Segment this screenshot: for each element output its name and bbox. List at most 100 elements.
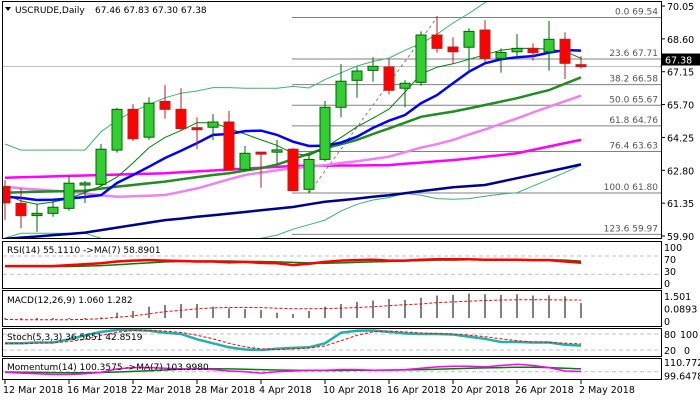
macd-y-label: 0 — [664, 317, 670, 328]
macd-histogram-bar — [404, 299, 406, 318]
macd-plot — [4, 293, 582, 321]
bearish-candle — [223, 121, 235, 171]
bullish-candle — [207, 121, 219, 128]
rsi-plot — [3, 255, 661, 275]
rsi-y-label: 70 — [664, 255, 676, 266]
bearish-candle — [447, 46, 459, 53]
macd-histogram-bar — [196, 304, 198, 318]
macd-histogram-bar — [532, 295, 534, 318]
macd-histogram-bar — [468, 293, 470, 318]
macd-histogram-bar — [500, 294, 502, 318]
macd-title: MACD(12,26,9) 1.060 1.282 — [7, 296, 133, 306]
fib-level-label: 50.0 65.67 — [609, 95, 658, 105]
bearish-candle — [559, 38, 571, 64]
stoch-title: Stoch(5,3,3) 36.5651 42.8519 — [7, 333, 143, 343]
bullish-candle — [47, 206, 59, 214]
price-plot: 0.0 69.54 23.6 67.71 38.2 66.58 50.0 65.67 6… — [3, 2, 661, 238]
bearish-candle — [191, 127, 203, 131]
bullish-candle — [463, 30, 475, 48]
rsi-y-label: 30 — [664, 267, 676, 278]
ohlc-readout: 67.46 67.83 67.30 67.38 — [95, 6, 207, 16]
bullish-candle — [239, 152, 251, 170]
current-price-label: 67.38 — [665, 56, 692, 67]
macd-histogram-bar — [276, 312, 278, 318]
macd-histogram-bar — [148, 306, 150, 318]
fib-level-label: 76.4 63.63 — [609, 141, 658, 151]
bullish-candle — [79, 182, 91, 186]
macd-histogram-bar — [308, 311, 310, 318]
macd-histogram-bar — [212, 306, 214, 318]
momentum-y-label: 110.7721 — [664, 358, 700, 369]
macd-histogram-bar — [100, 317, 102, 319]
bearish-candle — [575, 64, 587, 68]
bullish-candle — [111, 108, 123, 151]
y-tick-label: 67.15 — [667, 68, 694, 79]
bullish-candle — [367, 65, 379, 71]
macd-histogram-bar — [356, 301, 358, 318]
macd-histogram-bar — [228, 308, 230, 318]
macd-histogram-bar — [132, 311, 134, 318]
bullish-candle — [351, 70, 363, 81]
macd-histogram-bar — [548, 295, 550, 318]
macd-histogram-bar — [452, 294, 454, 318]
current-price-box — [662, 53, 700, 66]
y-tick-label: 65.70 — [667, 101, 694, 112]
macd-histogram-bar — [484, 294, 486, 318]
moving-average-blue — [4, 48, 582, 202]
macd-histogram-bar — [420, 297, 422, 318]
bearish-candle — [431, 34, 443, 49]
bollinger-lower-band — [4, 164, 582, 238]
axes: 70.05 68.60 67.15 65.70 64.25 62.80 61.35 59.90… — [3, 2, 700, 396]
momentum-line — [4, 363, 582, 376]
momentum-plot — [3, 363, 661, 376]
fib-level-label: 23.6 67.71 — [609, 49, 658, 59]
x-tick-label: 26 Apr 2018 — [515, 385, 574, 396]
fib-level-label: 123.6 59.97 — [604, 224, 658, 234]
stoch-y-label: 100 — [680, 330, 698, 341]
momentum-title: Momentum(14) 100.3575 ->MA(7) 103.9980 — [7, 363, 209, 373]
stoch-y-label: 0 — [684, 346, 690, 357]
y-tick-label: 70.05 — [667, 2, 694, 13]
bearish-candle — [255, 151, 267, 155]
fib-level-label: 38.2 66.58 — [609, 75, 658, 85]
macd-histogram-bar — [372, 300, 374, 318]
bullish-candle — [143, 102, 155, 138]
macd-histogram-bar — [52, 318, 54, 320]
x-tick-label: 16 Apr 2018 — [387, 385, 446, 396]
macd-histogram-bar — [340, 304, 342, 318]
rsi-line — [5, 257, 582, 268]
bullish-candle — [415, 34, 427, 83]
bullish-candle — [335, 80, 347, 108]
bullish-candle — [31, 212, 43, 217]
macd-histogram-bar — [436, 295, 438, 318]
bullish-candle — [495, 51, 507, 59]
macd-histogram-bar — [116, 312, 118, 318]
symbol-title: USCRUDE,Daily — [15, 6, 85, 16]
bullish-candle — [543, 38, 555, 53]
rsi-y-label: 0 — [664, 279, 670, 290]
y-tick-label: 59.90 — [667, 232, 694, 243]
x-tick-label: 12 Mar 2018 — [3, 385, 63, 396]
bullish-candle — [63, 182, 75, 209]
macd-y-label: 1.501 — [664, 292, 691, 303]
fib-level-label: 61.8 64.76 — [609, 116, 658, 126]
stoch-main-line — [5, 329, 582, 352]
macd-histogram-bar — [68, 318, 70, 319]
macd-histogram-bar — [36, 318, 38, 321]
collapse-triangle-icon[interactable] — [5, 7, 11, 11]
macd-histogram-bar — [516, 294, 518, 318]
rsi-y-label: 100 — [664, 243, 682, 254]
bullish-candle — [303, 158, 315, 190]
bullish-candle — [511, 47, 523, 53]
fib-level-label: 0.0 69.54 — [615, 8, 658, 18]
moving-average-navy — [4, 163, 582, 238]
macd-histogram-bar — [292, 313, 294, 318]
stoch-y-label: 20 — [664, 346, 676, 357]
rsi-title: RSI(14) 55.1110 ->MA(7) 58.8901 — [7, 246, 161, 256]
stoch-signal-line — [5, 329, 582, 351]
bearish-candle — [15, 202, 27, 217]
y-tick-label: 68.60 — [667, 35, 694, 46]
stoch-plot — [3, 329, 661, 352]
bearish-candle — [287, 148, 299, 192]
